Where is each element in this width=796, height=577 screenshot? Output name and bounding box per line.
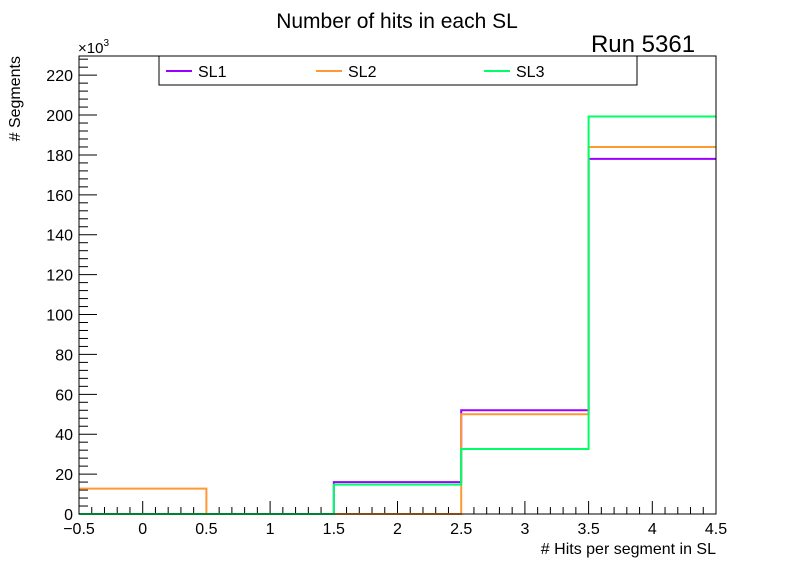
x-tick-label: 2: [393, 521, 402, 538]
x-tick-label: 1: [266, 521, 275, 538]
y-tick-label: 220: [46, 68, 73, 85]
legend-box: [158, 55, 638, 86]
y-multiplier-base: ×10: [78, 40, 103, 57]
legend-label-sl1: SL1: [198, 64, 227, 81]
y-tick-label: 60: [55, 387, 73, 404]
plot-frame: [78, 55, 717, 515]
run-annotation: Run 5361: [591, 31, 695, 58]
y-multiplier: ×103: [78, 38, 109, 57]
legend-label-sl2: SL2: [348, 64, 377, 81]
y-tick-label: 0: [64, 507, 73, 524]
x-tick-label: 4.5: [705, 521, 727, 538]
x-tick-label: 1.5: [323, 521, 345, 538]
chart-title: Number of hits in each SL: [276, 10, 518, 33]
y-tick-label: 200: [46, 108, 73, 125]
x-tick-label: 3: [520, 521, 529, 538]
x-tick-label: 2.5: [450, 521, 472, 538]
series-sl1-line: [79, 157, 716, 515]
legend: SL1 SL2 SL3: [158, 55, 638, 86]
y-multiplier-exponent: 3: [103, 38, 109, 49]
x-tick-label: 0.5: [195, 521, 217, 538]
y-tick-label: 120: [46, 268, 73, 285]
y-tick-label: 100: [46, 308, 73, 325]
x-axis-label: # Hits per segment in SL: [541, 541, 716, 558]
y-axis-label: # Segments: [7, 56, 24, 141]
legend-label-sl3: SL3: [516, 64, 545, 81]
series-sl3-line: [79, 115, 716, 515]
y-tick-label: 140: [46, 228, 73, 245]
series-sl2-line: [79, 145, 716, 515]
y-tick-label: 180: [46, 148, 73, 165]
x-tick-label: −0.5: [63, 521, 95, 538]
y-tick-label: 80: [55, 347, 73, 364]
y-tick-label: 160: [46, 188, 73, 205]
y-tick-label: 20: [55, 467, 73, 484]
x-tick-label: 0: [138, 521, 147, 538]
x-tick-label: 4: [648, 521, 657, 538]
y-tick-label: 40: [55, 427, 73, 444]
x-tick-label: 3.5: [577, 521, 599, 538]
